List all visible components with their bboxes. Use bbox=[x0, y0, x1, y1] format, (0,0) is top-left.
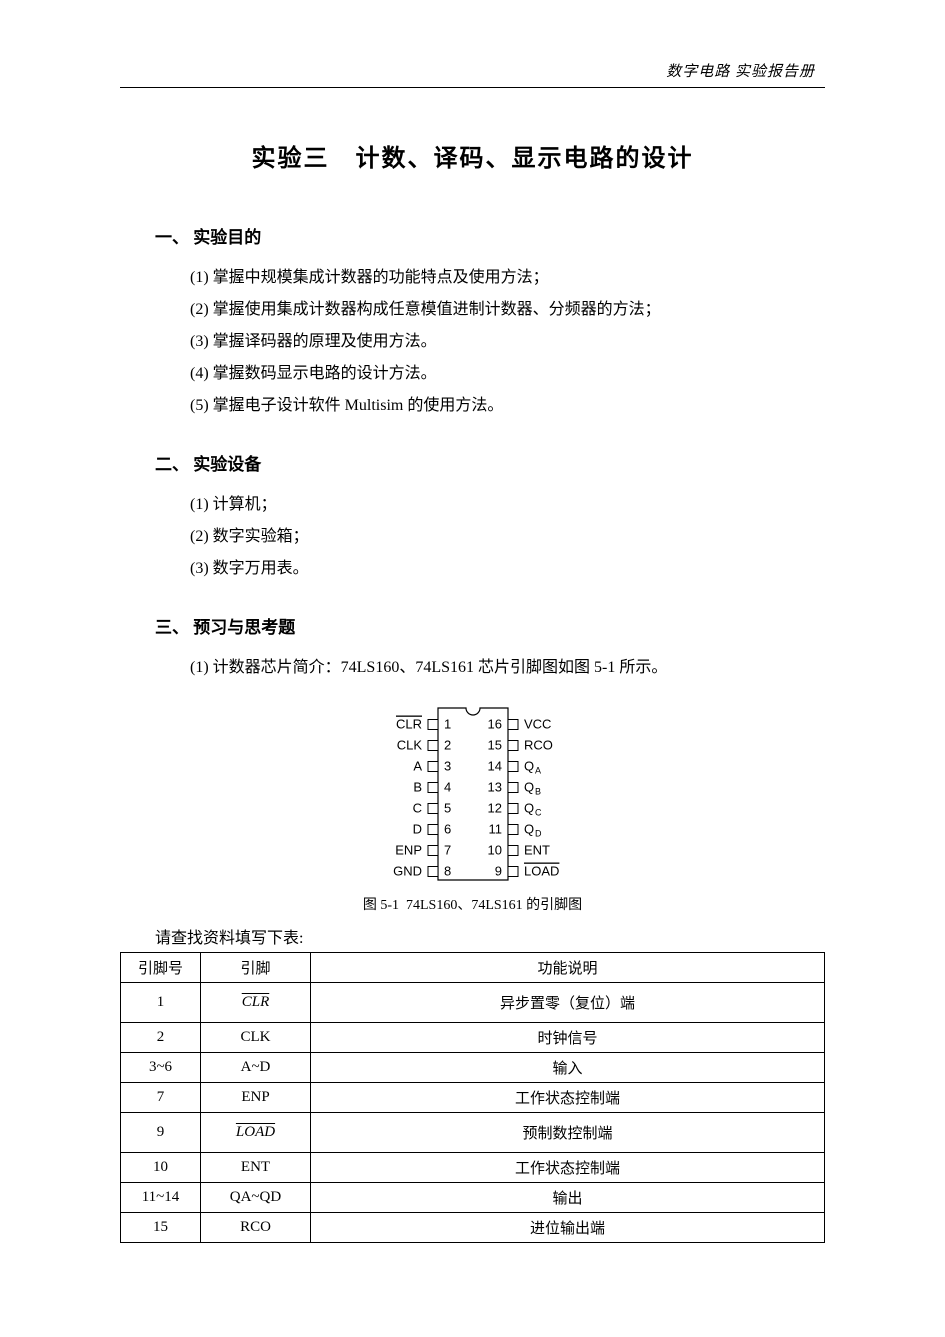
svg-text:C: C bbox=[535, 808, 542, 818]
svg-text:Q: Q bbox=[524, 780, 534, 795]
table-row: 3~6A~D输入 bbox=[121, 1053, 825, 1083]
svg-text:3: 3 bbox=[444, 759, 451, 774]
table-cell: 输出 bbox=[311, 1183, 825, 1213]
section3-heading: 三、 预习与思考题 bbox=[120, 613, 825, 638]
list-item: (2) 掌握使用集成计数器构成任意模值进制计数器、分频器的方法； bbox=[120, 294, 825, 326]
table-row: 7ENP工作状态控制端 bbox=[121, 1083, 825, 1113]
th-pinno: 引脚号 bbox=[121, 953, 201, 983]
svg-text:ENT: ENT bbox=[524, 843, 550, 858]
section2-heading: 二、 实验设备 bbox=[120, 450, 825, 475]
table-cell: 预制数控制端 bbox=[311, 1113, 825, 1153]
svg-text:14: 14 bbox=[487, 759, 501, 774]
svg-text:7: 7 bbox=[444, 843, 451, 858]
svg-text:4: 4 bbox=[444, 780, 451, 795]
table-row: 15RCO进位输出端 bbox=[121, 1213, 825, 1243]
table-cell: 11~14 bbox=[121, 1183, 201, 1213]
table-cell: ENT bbox=[201, 1153, 311, 1183]
svg-text:Q: Q bbox=[524, 759, 534, 774]
section1-heading: 一、 实验目的 bbox=[120, 223, 825, 248]
svg-text:D: D bbox=[535, 829, 542, 839]
svg-text:5: 5 bbox=[444, 801, 451, 816]
table-cell: LOAD bbox=[201, 1113, 311, 1153]
table-cell: 异步置零（复位）端 bbox=[311, 983, 825, 1023]
table-cell: RCO bbox=[201, 1213, 311, 1243]
svg-text:9: 9 bbox=[494, 864, 501, 879]
svg-text:16: 16 bbox=[487, 717, 501, 732]
table-row: 2CLK时钟信号 bbox=[121, 1023, 825, 1053]
svg-text:ENP: ENP bbox=[395, 843, 422, 858]
list-item: (3) 数字万用表。 bbox=[120, 553, 825, 585]
table-cell: 2 bbox=[121, 1023, 201, 1053]
svg-text:A: A bbox=[535, 766, 541, 776]
table-cell: 1 bbox=[121, 983, 201, 1023]
svg-text:8: 8 bbox=[444, 864, 451, 879]
table-cell: 工作状态控制端 bbox=[311, 1083, 825, 1113]
chip-caption: 图 5-1 74LS160、74LS161 的引脚图 bbox=[120, 894, 825, 914]
svg-text:VCC: VCC bbox=[524, 717, 551, 732]
svg-text:RCO: RCO bbox=[524, 738, 553, 753]
chip-diagram-wrap: 1CLR16VCC2CLK15RCO3A14QA4B13QB5C12QC6D11… bbox=[120, 696, 825, 886]
section2-list: (1) 计算机；(2) 数字实验箱；(3) 数字万用表。 bbox=[120, 489, 825, 585]
list-item: (1) 掌握中规模集成计数器的功能特点及使用方法； bbox=[120, 262, 825, 294]
section3-para: (1) 计数器芯片简介：74LS160、74LS161 芯片引脚图如图 5-1 … bbox=[120, 652, 825, 684]
table-cell: 工作状态控制端 bbox=[311, 1153, 825, 1183]
svg-text:D: D bbox=[412, 822, 421, 837]
svg-text:B: B bbox=[413, 780, 422, 795]
list-item: (5) 掌握电子设计软件 Multisim 的使用方法。 bbox=[120, 390, 825, 422]
table-cell: 9 bbox=[121, 1113, 201, 1153]
svg-text:Q: Q bbox=[524, 801, 534, 816]
th-desc: 功能说明 bbox=[311, 953, 825, 983]
list-item: (4) 掌握数码显示电路的设计方法。 bbox=[120, 358, 825, 390]
table-header-row: 引脚号 引脚 功能说明 bbox=[121, 953, 825, 983]
table-cell: 7 bbox=[121, 1083, 201, 1113]
table-row: 10ENT工作状态控制端 bbox=[121, 1153, 825, 1183]
table-intro: 请查找资料填写下表: bbox=[120, 924, 825, 948]
table-cell: A~D bbox=[201, 1053, 311, 1083]
header-rule bbox=[120, 87, 825, 88]
svg-text:11: 11 bbox=[488, 822, 502, 837]
svg-text:13: 13 bbox=[487, 780, 501, 795]
list-item: (3) 掌握译码器的原理及使用方法。 bbox=[120, 326, 825, 358]
svg-text:CLK: CLK bbox=[396, 738, 422, 753]
list-item: (1) 计算机； bbox=[120, 489, 825, 521]
table-cell: CLR bbox=[201, 983, 311, 1023]
table-row: 11~14QA~QD输出 bbox=[121, 1183, 825, 1213]
chip-diagram: 1CLR16VCC2CLK15RCO3A14QA4B13QB5C12QC6D11… bbox=[343, 696, 603, 886]
section1-list: (1) 掌握中规模集成计数器的功能特点及使用方法；(2) 掌握使用集成计数器构成… bbox=[120, 262, 825, 422]
page-header-right: 数字电路 实验报告册 bbox=[120, 60, 825, 81]
svg-text:LOAD: LOAD bbox=[524, 864, 559, 879]
table-cell: 10 bbox=[121, 1153, 201, 1183]
svg-text:6: 6 bbox=[444, 822, 451, 837]
svg-text:12: 12 bbox=[487, 801, 501, 816]
table-cell: 3~6 bbox=[121, 1053, 201, 1083]
list-item: (2) 数字实验箱； bbox=[120, 521, 825, 553]
svg-text:GND: GND bbox=[393, 864, 422, 879]
svg-text:C: C bbox=[412, 801, 421, 816]
pin-table: 引脚号 引脚 功能说明 1CLR异步置零（复位）端2CLK时钟信号3~6A~D输… bbox=[120, 952, 825, 1243]
svg-text:A: A bbox=[413, 759, 422, 774]
svg-text:2: 2 bbox=[444, 738, 451, 753]
table-cell: 进位输出端 bbox=[311, 1213, 825, 1243]
svg-text:15: 15 bbox=[487, 738, 501, 753]
table-cell: 15 bbox=[121, 1213, 201, 1243]
svg-text:B: B bbox=[535, 787, 541, 797]
svg-text:CLR: CLR bbox=[395, 717, 421, 732]
table-cell: 输入 bbox=[311, 1053, 825, 1083]
table-row: 9LOAD预制数控制端 bbox=[121, 1113, 825, 1153]
svg-text:10: 10 bbox=[487, 843, 501, 858]
th-pin: 引脚 bbox=[201, 953, 311, 983]
table-row: 1CLR异步置零（复位）端 bbox=[121, 983, 825, 1023]
svg-text:1: 1 bbox=[444, 717, 451, 732]
main-title: 实验三 计数、译码、显示电路的设计 bbox=[120, 138, 825, 173]
table-cell: 时钟信号 bbox=[311, 1023, 825, 1053]
table-cell: QA~QD bbox=[201, 1183, 311, 1213]
table-cell: CLK bbox=[201, 1023, 311, 1053]
svg-text:Q: Q bbox=[524, 822, 534, 837]
table-cell: ENP bbox=[201, 1083, 311, 1113]
